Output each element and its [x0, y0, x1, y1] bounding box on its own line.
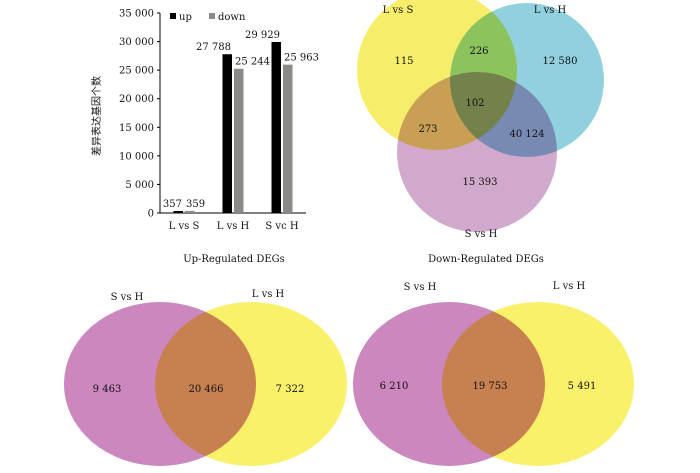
category-labels: L vs S L vs H S vc H: [169, 221, 299, 232]
y-tick-label: 5 000: [125, 180, 154, 191]
venn-region-lh-sh: 40 124: [510, 129, 545, 140]
category-label: L vs H: [217, 221, 250, 232]
bar-label-down-2: 25 963: [284, 53, 319, 64]
venn-down-label-s-vs-h: S vs H: [404, 282, 437, 293]
venn-down-regulated: S vs H L vs H 6 210 19 753 5 491: [353, 281, 634, 466]
venn-region-all-three: 102: [465, 98, 484, 109]
bar-up-0: [173, 210, 183, 213]
bar-chart: 0 5 000 10 000 15 000 20 000 25 000 30 000 35 0…: [90, 9, 319, 233]
y-tick-label: 20 000: [119, 94, 154, 105]
venn-region-ls-lh: 226: [469, 46, 488, 57]
title-up-regulated: Up-Regulated DEGs: [183, 254, 285, 265]
y-tick-label: 0: [148, 209, 154, 220]
venn-up-region-left: 9 463: [93, 384, 122, 395]
chart-legend: up down: [170, 12, 246, 23]
venn-set-s-vs-h: [397, 72, 557, 232]
category-label: L vs S: [169, 221, 200, 232]
y-tick-labels: 0 5 000 10 000 15 000 20 000 25 000 30 000 35 0…: [119, 9, 154, 220]
venn-region-only-s-vs-h: 15 393: [463, 177, 498, 188]
venn-up-label-l-vs-h: L vs H: [252, 289, 285, 300]
venn-up-region-right: 7 322: [276, 384, 305, 395]
y-tick-label: 10 000: [119, 151, 154, 162]
bar-label-down-1: 25 244: [235, 57, 270, 68]
bar-down-0: [185, 210, 195, 213]
venn-up-regulated: S vs H L vs H 9 463 20 466 7 322: [64, 289, 347, 466]
bars: [173, 41, 293, 214]
category-label: S vc H: [265, 221, 298, 232]
bar-label-down-0: 359: [186, 199, 205, 210]
legend-label-up: up: [179, 12, 192, 23]
venn-three-set: L vs S L vs H S vs H 115 226 12 580 102 …: [357, 0, 604, 240]
bar-up-2: [271, 41, 281, 213]
bar-label-up-1: 27 788: [196, 42, 231, 53]
venn-region-ls-sh: 273: [418, 124, 437, 135]
y-tick-label: 30 000: [119, 37, 154, 48]
bar-label-up-0: 357: [163, 199, 182, 210]
venn-region-only-l-vs-h: 12 580: [543, 56, 578, 67]
title-down-regulated: Down-Regulated DEGs: [428, 254, 544, 265]
venn-down-set-l-vs-h: [442, 302, 634, 466]
y-tick-label: 15 000: [119, 123, 154, 134]
venn-set-label-l-vs-s: L vs S: [383, 5, 414, 16]
venn-set-label-s-vs-h: S vs H: [465, 229, 498, 240]
venn-region-only-l-vs-s: 115: [394, 56, 413, 67]
venn-up-region-both: 20 466: [189, 384, 224, 395]
venn-down-region-left: 6 210: [380, 381, 409, 392]
bar-down-1: [234, 68, 244, 214]
venn-up-set-l-vs-h: [155, 302, 347, 466]
y-tick-label: 35 000: [119, 9, 154, 20]
y-tick-label: 25 000: [119, 66, 154, 77]
bar-value-labels: 357 359 27 788 25 244 29 929 25 963: [163, 30, 319, 210]
legend-label-down: down: [218, 12, 246, 23]
venn-up-label-s-vs-h: S vs H: [111, 292, 144, 303]
y-axis-label: 差异表达基因个数: [90, 76, 103, 156]
venn-down-region-right: 5 491: [568, 381, 597, 392]
bar-up-1: [222, 54, 232, 214]
bar-label-up-2: 29 929: [245, 30, 280, 41]
venn-down-region-both: 19 753: [473, 381, 508, 392]
legend-swatch-down: [209, 13, 215, 19]
legend-swatch-up: [170, 13, 176, 19]
venn-down-label-l-vs-h: L vs H: [553, 281, 586, 292]
bar-down-2: [283, 64, 293, 213]
venn-set-label-l-vs-h: L vs H: [534, 5, 567, 16]
bar-axes: [157, 12, 306, 214]
